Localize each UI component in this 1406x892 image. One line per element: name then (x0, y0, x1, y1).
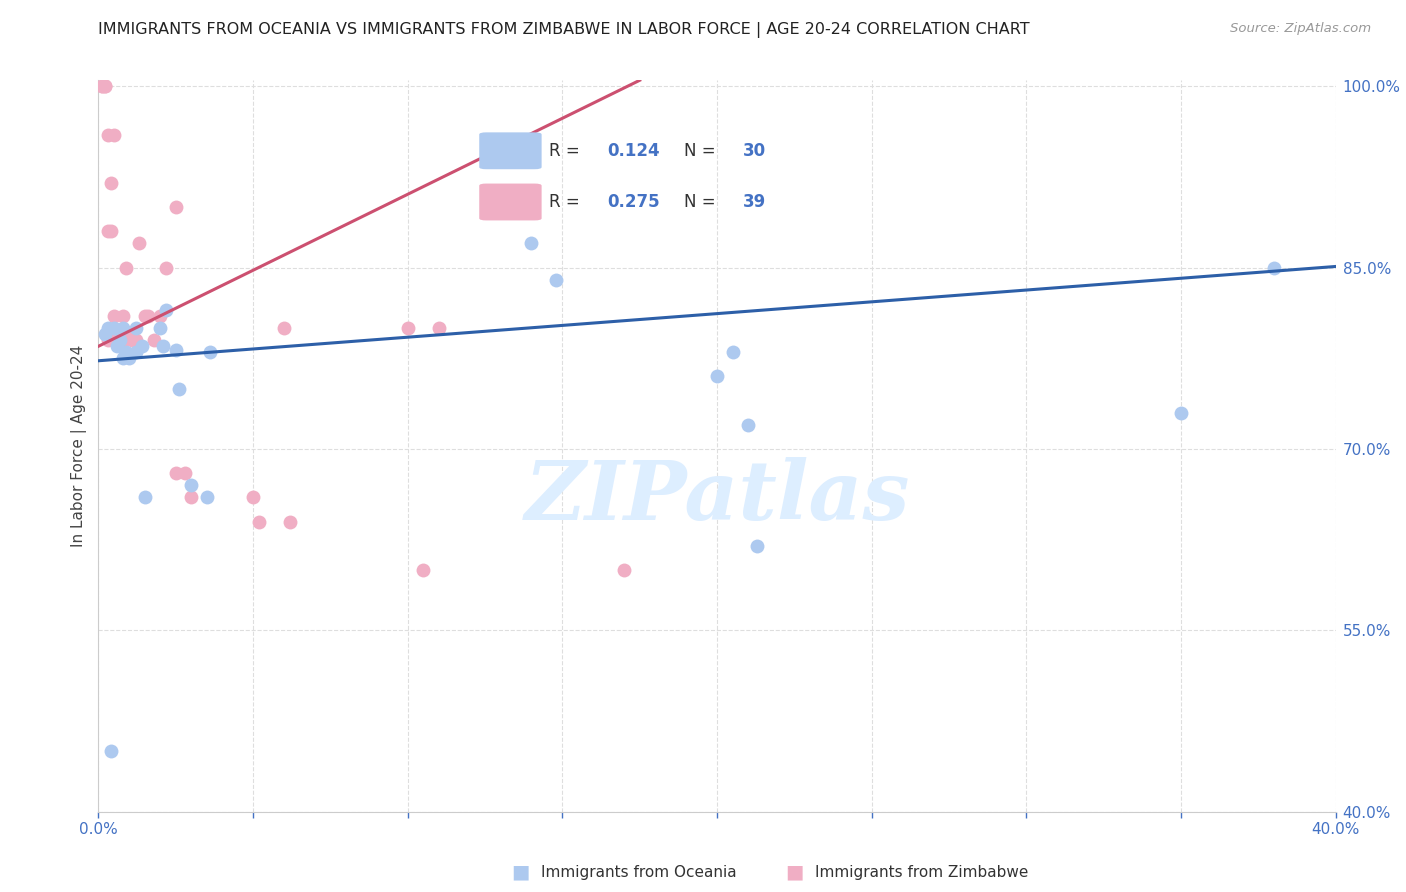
Point (134, 491, 156, 505)
Point (167, 382, 190, 396)
Text: IMMIGRANTS FROM OCEANIA VS IMMIGRANTS FROM ZIMBABWE IN LABOR FORCE | AGE 20-24 C: IMMIGRANTS FROM OCEANIA VS IMMIGRANTS FR… (98, 22, 1031, 38)
Point (97, 333, 120, 347)
Point (115, 260, 138, 275)
Point (121, 333, 143, 347)
Point (180, 491, 202, 505)
Point (1170, 406, 1192, 420)
Point (90, 79, 112, 94)
Point (103, 309, 125, 323)
FancyBboxPatch shape (479, 132, 541, 169)
Point (143, 333, 166, 347)
Point (278, 515, 301, 529)
Point (118, 351, 141, 366)
Point (737, 417, 759, 432)
Text: ■: ■ (785, 863, 804, 882)
Text: 0.124: 0.124 (607, 142, 659, 160)
Point (721, 345, 744, 359)
Point (100, 744, 122, 758)
FancyBboxPatch shape (479, 184, 541, 220)
Point (152, 339, 174, 353)
Point (613, 563, 636, 577)
Point (108, 333, 131, 347)
Point (112, 333, 135, 347)
Text: ■: ■ (510, 863, 530, 882)
Point (93, 79, 115, 94)
Point (165, 343, 187, 357)
Point (103, 321, 125, 335)
Point (198, 345, 221, 359)
Point (105, 333, 128, 347)
Point (134, 309, 156, 323)
Point (115, 345, 138, 359)
Point (136, 309, 159, 323)
Point (103, 128, 125, 142)
Point (396, 321, 419, 335)
Point (97, 321, 120, 335)
Point (180, 478, 202, 492)
Text: ZIPatlas: ZIPatlas (524, 458, 910, 537)
Point (155, 260, 177, 275)
Point (108, 333, 131, 347)
Text: Immigrants from Oceania: Immigrants from Oceania (541, 865, 737, 880)
Text: R =: R = (548, 142, 585, 160)
Point (128, 236, 150, 251)
Point (1263, 260, 1285, 275)
Point (247, 515, 270, 529)
Text: Immigrants from Zimbabwe: Immigrants from Zimbabwe (815, 865, 1029, 880)
Point (242, 491, 264, 505)
Point (273, 321, 295, 335)
Point (149, 321, 172, 335)
Point (706, 369, 728, 384)
Point (195, 491, 218, 505)
Point (174, 466, 197, 480)
Point (124, 345, 146, 359)
Point (165, 466, 187, 480)
Point (90, 79, 112, 94)
Text: N =: N = (683, 142, 720, 160)
Point (93, 327, 115, 342)
Point (118, 327, 141, 342)
Point (108, 333, 131, 347)
Point (93, 79, 115, 94)
Point (427, 321, 450, 335)
Point (412, 563, 434, 577)
Text: R =: R = (548, 193, 585, 211)
Text: 0.275: 0.275 (607, 193, 659, 211)
Point (165, 200, 187, 214)
Text: 30: 30 (742, 142, 766, 160)
Point (112, 309, 135, 323)
Point (155, 303, 177, 318)
Point (100, 224, 122, 238)
Point (149, 309, 172, 323)
Point (105, 339, 128, 353)
Point (112, 351, 135, 366)
Y-axis label: In Labor Force | Age 20-24: In Labor Force | Age 20-24 (72, 345, 87, 547)
Text: Source: ZipAtlas.com: Source: ZipAtlas.com (1230, 22, 1371, 36)
Point (124, 321, 146, 335)
Text: N =: N = (683, 193, 720, 211)
Point (124, 333, 146, 347)
Point (131, 339, 153, 353)
Point (97, 128, 120, 142)
Point (97, 224, 120, 238)
Point (546, 273, 568, 287)
Text: 39: 39 (742, 193, 766, 211)
Point (112, 321, 135, 335)
Point (103, 333, 125, 347)
Point (747, 539, 769, 553)
Point (100, 176, 122, 190)
Point (520, 236, 543, 251)
